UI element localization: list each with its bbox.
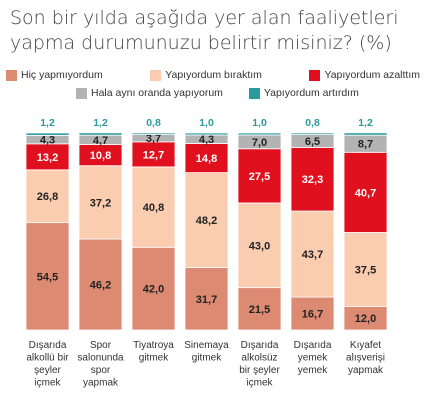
category-label-0-0: Dışarıda (29, 340, 67, 351)
data-label-ayni-0: 4,3 (40, 135, 55, 147)
data-label-hic-1: 46,2 (90, 279, 111, 291)
legend-item-azalt: Yapıyordum azalttım (309, 69, 420, 81)
legend-label-artir: Yapıyordum artırdım (263, 87, 359, 99)
data-label-birakt-4: 43,0 (249, 240, 270, 252)
bar-artir-4 (237, 132, 282, 136)
category-label-0-1: alkollü bir (26, 353, 69, 364)
bar-birakt-2 (131, 166, 176, 248)
data-label-azalt-5: 32,3 (302, 174, 323, 186)
legend-item-birakt: Yapıyordum bıraktım (150, 69, 262, 81)
category-label-3-0: Sinemaya (184, 340, 229, 351)
data-label-ayni-4: 7,0 (252, 137, 267, 149)
chart-title: Son bir yılda aşağıda yer alan faaliyetl… (10, 6, 420, 56)
category-label-4-1: alkolsüz (241, 353, 277, 364)
legend-label-hic: Hiç yapmıyordum (21, 69, 103, 81)
bar-hic-5 (290, 296, 335, 331)
bar-azalt-6 (343, 151, 388, 233)
data-label-hic-5: 16,7 (302, 309, 323, 321)
legend-item-artir: Yapıyordum artırdım (248, 87, 359, 99)
category-label-6-0: Kıyafet (350, 340, 381, 351)
bar-artir-6 (343, 132, 388, 136)
category-label-4-2: bir şeyler (239, 365, 280, 376)
legend-swatch-artir (248, 87, 260, 99)
legend-label-ayni: Hala aynı oranda yapıyorum (91, 87, 223, 99)
legend: Hiç yapmıyordum Yapıyordum bıraktım Yapı… (6, 66, 422, 102)
data-label-artir-2: 0,8 (146, 117, 161, 129)
data-label-azalt-6: 40,7 (355, 187, 376, 199)
bar-azalt-2 (131, 141, 176, 168)
data-label-hic-4: 21,5 (249, 304, 270, 316)
data-label-artir-5: 0,8 (305, 117, 320, 129)
bar-birakt-1 (78, 165, 123, 240)
data-label-artir-6: 1,2 (358, 117, 373, 129)
bar-artir-1 (78, 132, 123, 136)
data-label-hic-2: 42,0 (143, 284, 164, 296)
category-label-1-0: Spor (90, 340, 112, 351)
data-label-birakt-6: 37,5 (355, 264, 376, 276)
category-label-1-1: salonunda (77, 353, 124, 364)
bar-hic-1 (78, 238, 123, 331)
bar-artir-5 (290, 132, 335, 135)
data-label-hic-0: 54,5 (37, 271, 58, 283)
legend-item-ayni: Hala aynı oranda yapıyorum (76, 87, 223, 99)
bar-hic-3 (184, 267, 229, 331)
category-label-4-3: içmek (246, 378, 273, 389)
data-label-artir-0: 1,2 (40, 117, 55, 129)
bar-artir-2 (131, 132, 176, 135)
bar-hic-2 (131, 246, 176, 331)
data-label-birakt-0: 26,8 (37, 191, 58, 203)
data-label-birakt-2: 40,8 (143, 202, 164, 214)
legend-label-birakt: Yapıyordum bıraktım (165, 69, 262, 81)
data-label-hic-6: 12,0 (355, 313, 376, 325)
data-label-ayni-5: 6,5 (305, 136, 320, 148)
legend-swatch-birakt (150, 69, 162, 81)
data-label-azalt-3: 14,8 (196, 153, 217, 165)
category-label-2-1: gitmek (139, 353, 169, 364)
category-label-2-0: Tiyatroya (133, 340, 174, 351)
chart-title-line-2: yapma durumunuzu belirtir misiniz? (%) (10, 32, 392, 54)
data-label-ayni-2: 3,7 (146, 133, 161, 145)
legend-swatch-hic (6, 69, 17, 81)
category-label-6-2: yapmak (348, 365, 384, 376)
bar-azalt-3 (184, 143, 229, 173)
legend-item-hic: Hiç yapmıyordum (6, 69, 103, 81)
category-label-5-1: yemek (298, 353, 328, 364)
bar-azalt-4 (237, 148, 282, 204)
legend-swatch-azalt (309, 69, 321, 81)
data-label-artir-1: 1,2 (93, 117, 108, 129)
category-label-0-3: içmek (34, 378, 61, 389)
category-label-1-2: spor (91, 365, 111, 376)
data-label-birakt-3: 48,2 (196, 215, 217, 227)
data-label-azalt-0: 13,2 (37, 152, 58, 164)
bar-hic-0 (25, 222, 70, 331)
bar-artir-3 (184, 132, 229, 136)
data-label-azalt-4: 27,5 (249, 171, 270, 183)
category-label-5-2: yemek (298, 365, 328, 376)
category-label-6-1: alışverişi (346, 353, 385, 364)
data-label-hic-3: 31,7 (196, 294, 217, 306)
legend-swatch-ayni (76, 87, 87, 99)
data-label-ayni-3: 4,3 (199, 134, 214, 146)
data-label-ayni-6: 8,7 (358, 139, 373, 151)
data-label-artir-4: 1,0 (252, 117, 267, 129)
data-label-artir-3: 1,0 (199, 117, 214, 129)
bar-artir-0 (25, 132, 70, 136)
chart-title-line-1: Son bir yılda aşağıda yer alan faaliyetl… (10, 7, 399, 29)
category-label-0-2: şeyler (34, 365, 61, 376)
data-label-azalt-2: 12,7 (143, 149, 164, 161)
data-label-ayni-1: 4,7 (93, 135, 108, 147)
bar-birakt-4 (237, 202, 282, 289)
bar-azalt-5 (290, 146, 335, 212)
category-label-4-0: Dışarıda (241, 340, 279, 351)
category-label-3-1: gitmek (192, 353, 222, 364)
data-label-birakt-5: 43,7 (302, 249, 323, 261)
legend-label-azalt: Yapıyordum azalttım (324, 69, 420, 81)
category-label-1-3: yapmak (83, 378, 119, 389)
category-label-5-0: Dışarıda (294, 340, 332, 351)
data-label-azalt-1: 10,8 (90, 150, 111, 162)
bar-azalt-0 (25, 143, 70, 171)
data-label-birakt-1: 37,2 (90, 197, 111, 209)
